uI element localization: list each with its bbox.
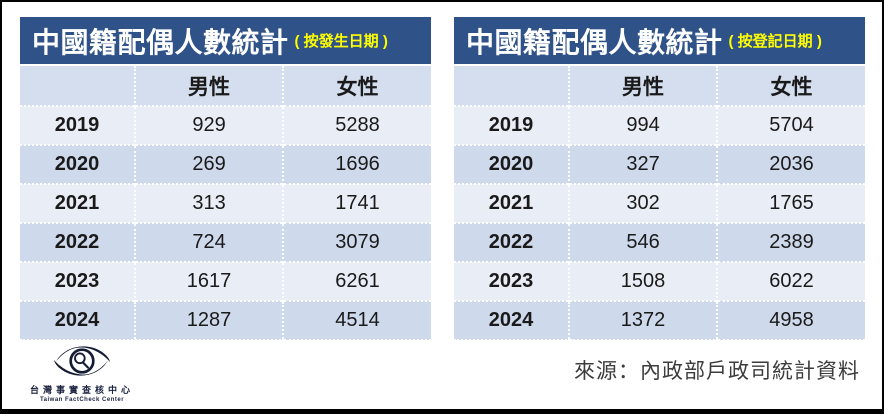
male-value-cell: 1617 (134, 261, 284, 301)
year-cell: 2021 (454, 183, 570, 223)
year-cell: 2023 (20, 261, 136, 301)
female-value-cell: 3079 (282, 222, 431, 262)
male-value-cell: 1287 (134, 300, 284, 341)
table-row: 2020 327 2036 (454, 144, 865, 184)
table-row: 2023 1617 6261 (20, 261, 431, 301)
female-value-cell: 1741 (282, 183, 431, 223)
year-cell: 2020 (20, 144, 136, 184)
table-card-by-registration-date: 中國籍配偶人數統計 ( 按登記日期 ) 男性 女性 2019 994 5704 (454, 17, 865, 341)
logo-name-en: Taiwan FactCheck Center (39, 397, 125, 403)
female-value-cell: 6022 (716, 261, 865, 301)
logo-name-zh: 台灣事實查核中心 (30, 385, 135, 395)
spouse-count-table-registration: 男性 女性 2019 994 5704 2020 327 2036 2021 3… (454, 66, 865, 341)
female-value-cell: 1696 (282, 144, 431, 184)
female-value-cell: 5704 (716, 105, 865, 145)
female-column-header: 女性 (716, 66, 865, 106)
table-row: 2023 1508 6022 (454, 261, 865, 301)
table-row: 2021 302 1765 (454, 183, 865, 223)
table-header-row: 男性 女性 (454, 66, 865, 106)
table-title: 中國籍配偶人數統計 (466, 26, 723, 58)
table-title-bar: 中國籍配偶人數統計 ( 按發生日期 ) (20, 17, 431, 64)
year-cell: 2022 (454, 222, 570, 262)
table-subtitle: ( 按發生日期 ) (294, 33, 388, 50)
year-cell: 2019 (454, 105, 570, 145)
male-column-header: 男性 (568, 66, 718, 106)
table-header-row: 男性 女性 (20, 66, 431, 106)
table-row: 2019 994 5704 (454, 105, 865, 145)
male-value-cell: 1508 (568, 261, 718, 301)
spouse-count-table-occurrence: 男性 女性 2019 929 5288 2020 269 1696 2021 3… (20, 66, 431, 341)
table-row: 2024 1287 4514 (20, 300, 431, 341)
male-value-cell: 1372 (568, 300, 718, 341)
year-cell: 2019 (20, 105, 136, 145)
male-value-cell: 302 (568, 183, 718, 223)
male-value-cell: 327 (568, 144, 718, 184)
year-cell: 2022 (20, 222, 136, 262)
male-value-cell: 313 (134, 183, 284, 223)
eye-magnifier-icon (54, 346, 110, 376)
table-row: 2022 546 2389 (454, 222, 865, 262)
year-cell: 2020 (454, 144, 570, 184)
female-value-cell: 1765 (716, 183, 865, 223)
table-card-by-occurrence-date: 中國籍配偶人數統計 ( 按發生日期 ) 男性 女性 2019 929 5288 (20, 17, 431, 341)
table-row: 2021 313 1741 (20, 183, 431, 223)
table-subtitle: ( 按登記日期 ) (728, 33, 822, 50)
male-value-cell: 994 (568, 105, 718, 145)
year-cell: 2024 (454, 300, 570, 341)
female-value-cell: 4958 (716, 300, 865, 341)
male-value-cell: 724 (134, 222, 284, 262)
year-cell: 2021 (20, 183, 136, 223)
table-title: 中國籍配偶人數統計 (32, 26, 289, 58)
table-row: 2020 269 1696 (20, 144, 431, 184)
female-value-cell: 6261 (282, 261, 431, 301)
male-column-header: 男性 (134, 66, 284, 106)
data-source-note: 來源：內政部戶政司統計資料 (574, 360, 860, 383)
female-value-cell: 4514 (282, 300, 431, 341)
year-column-header (20, 66, 136, 106)
table-row: 2024 1372 4958 (454, 300, 865, 341)
female-column-header: 女性 (282, 66, 431, 106)
year-cell: 2023 (454, 261, 570, 301)
table-title-bar: 中國籍配偶人數統計 ( 按登記日期 ) (454, 17, 865, 64)
female-value-cell: 2389 (716, 222, 865, 262)
year-cell: 2024 (20, 300, 136, 341)
male-value-cell: 929 (134, 105, 284, 145)
year-column-header (454, 66, 570, 106)
table-row: 2022 724 3079 (20, 222, 431, 262)
male-value-cell: 269 (134, 144, 284, 184)
table-row: 2019 929 5288 (20, 105, 431, 145)
female-value-cell: 2036 (716, 144, 865, 184)
male-value-cell: 546 (568, 222, 718, 262)
female-value-cell: 5288 (282, 105, 431, 145)
taiwan-factcheck-center-logo: 台灣事實查核中心 Taiwan FactCheck Center (30, 340, 134, 403)
